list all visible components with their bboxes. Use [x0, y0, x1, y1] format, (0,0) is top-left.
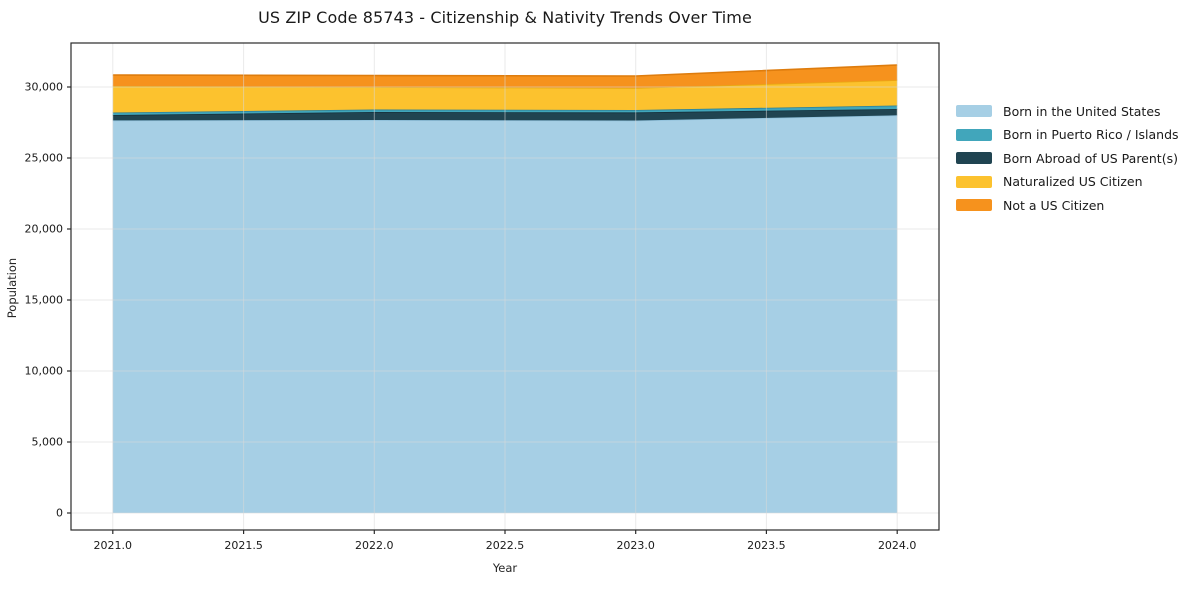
legend-swatch-born-abroad	[956, 152, 992, 164]
y-tick-label: 5,000	[32, 436, 64, 449]
x-tick-label: 2022.5	[486, 539, 525, 552]
x-tick-label: 2023.0	[616, 539, 655, 552]
x-tick-label: 2021.5	[224, 539, 263, 552]
legend-item-born-abroad: Born Abroad of US Parent(s)	[956, 150, 1179, 166]
legend-label: Born in Puerto Rico / Islands	[1003, 127, 1179, 142]
legend-item-not-citizen: Not a US Citizen	[956, 197, 1179, 213]
y-tick-label: 15,000	[25, 294, 64, 307]
x-axis-ticks: 2021.0 2021.5 2022.0 2022.5 2023.0 2023.5 2024…	[94, 530, 917, 552]
x-tick-label: 2021.0	[94, 539, 133, 552]
legend-label: Born Abroad of US Parent(s)	[1003, 150, 1178, 166]
x-tick-label: 2024.0	[878, 539, 917, 552]
legend-item-born-in-us: Born in the United States	[956, 103, 1179, 119]
y-axis-label: Population	[5, 257, 19, 319]
legend-label: Not a US Citizen	[1003, 197, 1105, 213]
x-tick-label: 2022.0	[355, 539, 394, 552]
legend-swatch-naturalized	[956, 175, 992, 188]
legend-item-naturalized: Naturalized US Citizen	[956, 174, 1179, 189]
gridlines	[71, 43, 939, 530]
legend-item-born-pr-islands: Born in Puerto Rico / Islands	[956, 127, 1179, 142]
y-axis-ticks: 0 5,000 10,000 15,000 20,000 25,000 30,000	[25, 81, 71, 520]
legend-label: Naturalized US Citizen	[1003, 174, 1143, 189]
chart-title: US ZIP Code 85743 - Citizenship & Nativi…	[258, 8, 752, 27]
y-tick-label: 0	[56, 507, 63, 520]
legend-swatch-born-in-us	[956, 105, 992, 117]
x-axis-label: Year	[492, 561, 518, 575]
legend-label: Born in the United States	[1003, 103, 1161, 119]
legend-swatch-not-citizen	[956, 199, 992, 211]
y-tick-label: 10,000	[25, 365, 64, 378]
legend-swatch-born-pr-islands	[956, 128, 992, 141]
y-tick-label: 25,000	[25, 152, 64, 165]
x-tick-label: 2023.5	[747, 539, 786, 552]
y-tick-label: 20,000	[25, 223, 64, 236]
y-tick-label: 30,000	[25, 81, 64, 94]
legend: Born in the United States Born in Puerto …	[956, 104, 1179, 222]
